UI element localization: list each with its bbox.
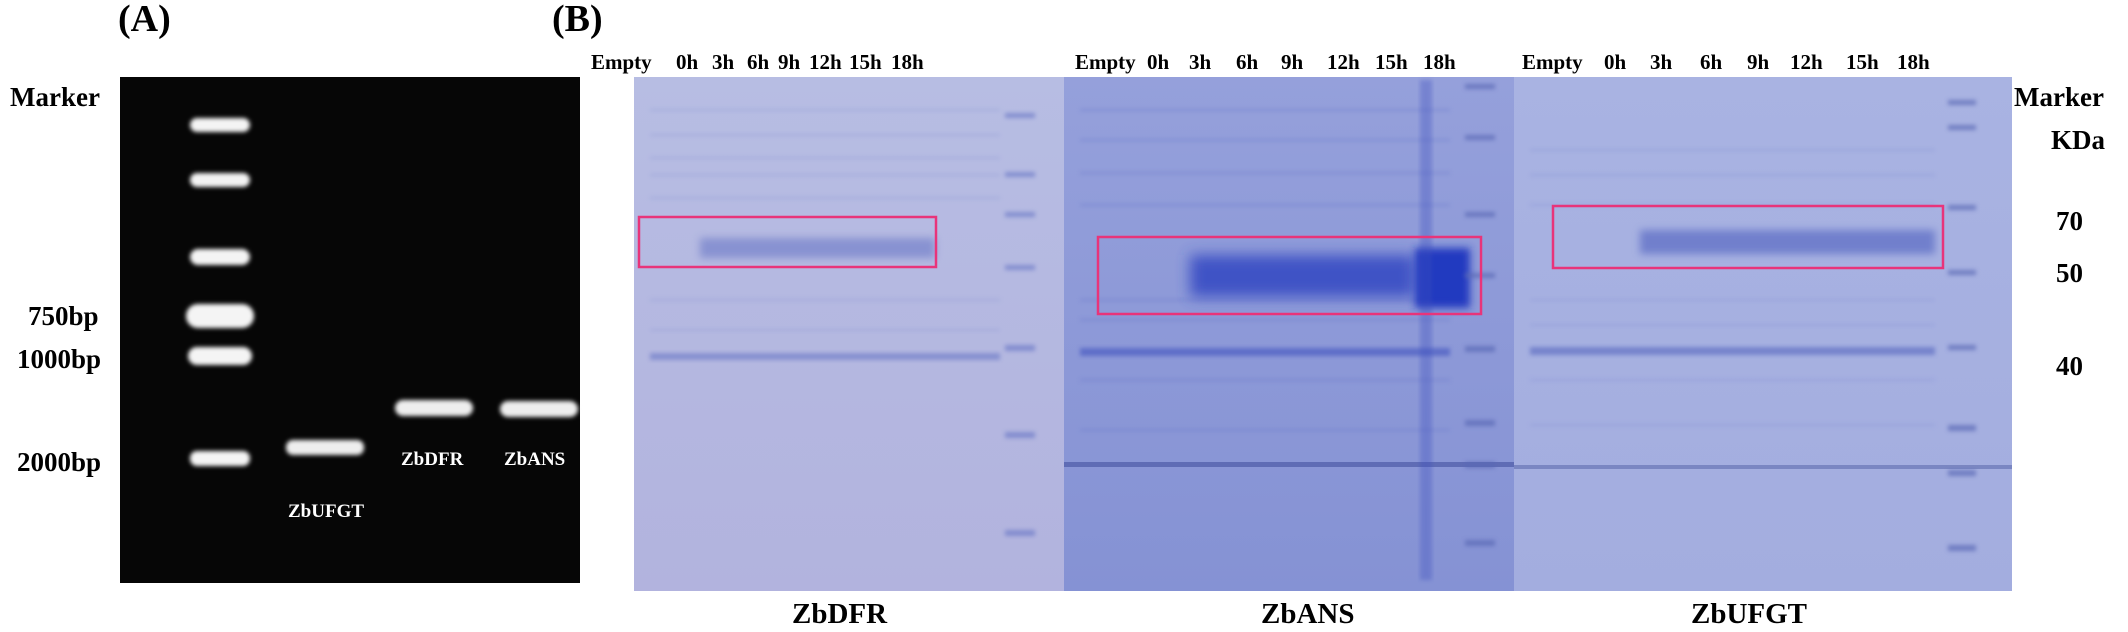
lane-label: 3h	[1189, 50, 1212, 74]
gel-name-zbufgt: ZbUFGT	[1691, 598, 1808, 630]
band-zbdfr	[395, 400, 473, 416]
lane-label: 12h	[1327, 50, 1360, 74]
lane-label: Empty	[1075, 50, 1136, 74]
size-label-1000bp: 1000bp	[17, 344, 102, 374]
lane-label: 6h	[1236, 50, 1259, 74]
kda-label-70: 70	[2056, 206, 2083, 236]
lane-label: 3h	[1650, 50, 1673, 74]
lane-label: 6h	[1700, 50, 1723, 74]
sds-gel-zbdfr	[634, 77, 1064, 591]
lane-label: 9h	[1281, 50, 1304, 74]
lane-label: 12h	[1790, 50, 1823, 74]
lane-label: 15h	[1846, 50, 1879, 74]
lane-label: 18h	[1423, 50, 1456, 74]
panel-b-letter: (B)	[552, 0, 603, 40]
lane-label: Empty	[591, 50, 652, 74]
pcr-product-bands	[286, 400, 578, 455]
size-label-2000bp: 2000bp	[17, 447, 102, 477]
lane-label: 12h	[809, 50, 842, 74]
highlight-box-zbans	[1096, 235, 1483, 316]
dna-marker-ladder	[186, 118, 254, 466]
highlight-boxes	[637, 204, 1945, 316]
lane-label: 6h	[747, 50, 770, 74]
lane-label: 9h	[1747, 50, 1770, 74]
size-label-750bp: 750bp	[28, 301, 99, 331]
lane-label: 0h	[676, 50, 699, 74]
panel-a-marker-label: Marker	[10, 82, 100, 112]
lane-label: 0h	[1147, 50, 1170, 74]
panel-a-letter: (A)	[118, 0, 171, 40]
kda-unit-label: KDa	[2051, 125, 2105, 155]
gel-name-zbans: ZbANS	[1261, 598, 1355, 630]
lane-label: 18h	[1897, 50, 1930, 74]
lane-label: 0h	[1604, 50, 1627, 74]
highlight-box-zbdfr	[637, 215, 938, 269]
highlight-box-zbufgt	[1551, 204, 1945, 270]
kda-label-40: 40	[2056, 351, 2083, 381]
sample-label-zbufgt: ZbUFGT	[288, 501, 365, 522]
sample-label-zbdfr: ZbDFR	[401, 449, 464, 470]
panel-b-marker-label: Marker	[2014, 82, 2104, 112]
gel-name-zbdfr: ZbDFR	[792, 598, 888, 630]
lane-label: 15h	[1375, 50, 1408, 74]
lane-label: Empty	[1522, 50, 1583, 74]
lane-label: 9h	[778, 50, 801, 74]
agarose-gel-image	[120, 77, 580, 583]
sds-gel-zbans	[1064, 77, 1514, 591]
sds-gel-zbufgt	[1514, 77, 2012, 591]
band-zbufgt	[286, 440, 364, 455]
kda-label-50: 50	[2056, 258, 2083, 288]
lane-label: 3h	[712, 50, 735, 74]
band-zbans	[500, 401, 578, 417]
lane-label: 18h	[891, 50, 924, 74]
lane-label: 15h	[849, 50, 882, 74]
sample-label-zbans: ZbANS	[504, 449, 566, 470]
